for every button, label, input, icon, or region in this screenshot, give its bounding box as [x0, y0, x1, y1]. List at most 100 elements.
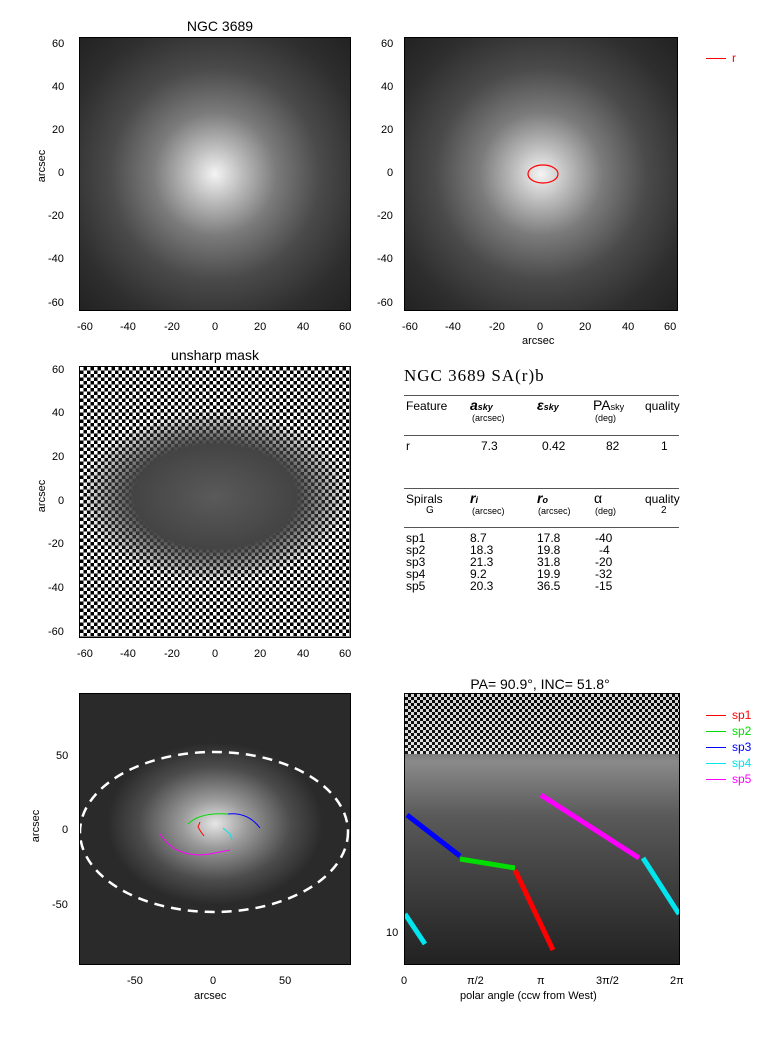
x-axis-label: arcsec — [194, 990, 227, 1002]
x-tick: 40 — [297, 648, 310, 660]
y-tick: 0 — [58, 495, 65, 507]
x-tick: 60 — [339, 321, 352, 333]
col-ri: ri — [470, 490, 478, 506]
x-tick: 60 — [664, 321, 677, 333]
y-tick: 20 — [52, 451, 65, 463]
y-axis-label: arcsec — [30, 809, 43, 843]
sp5-line — [539, 792, 641, 861]
table-heading: NGC 3689 SA(r)b — [404, 366, 545, 385]
cell-alpha: -15 — [595, 579, 613, 593]
x-tick: -40 — [120, 648, 136, 660]
cell-ri: 18.3 — [470, 543, 494, 557]
legend-line-r — [706, 58, 726, 59]
col-a-sub: sky — [477, 402, 493, 412]
col-quality: quality — [645, 399, 680, 413]
cell-name: sp3 — [406, 555, 426, 569]
x-tick: 40 — [622, 321, 635, 333]
divider — [404, 527, 679, 528]
cell-name: sp2 — [406, 543, 426, 557]
legend-label-sp1: sp1 — [732, 708, 752, 722]
y-tick: 40 — [381, 81, 394, 93]
legend-line-sp1 — [706, 715, 726, 716]
col-ro: ro — [537, 490, 548, 506]
col-spirals-g: G — [426, 505, 434, 516]
x-tick: -60 — [77, 648, 93, 660]
cell-a: 7.3 — [481, 439, 498, 453]
col-ri-sub: i — [475, 495, 478, 505]
legend-line-sp2 — [706, 731, 726, 732]
legend-line-sp4 — [706, 763, 726, 764]
galaxy-image-ellipse — [404, 37, 678, 311]
cell-ro: 17.8 — [537, 531, 561, 545]
col-alpha: α — [594, 490, 603, 506]
y-tick: -50 — [52, 899, 68, 911]
galaxy-spiral-overlay — [79, 693, 351, 965]
cell-alpha: -40 — [595, 531, 613, 545]
divider — [404, 435, 679, 436]
col-alpha-unit: (deg) — [595, 506, 617, 516]
divider — [404, 395, 679, 396]
y-tick: 40 — [52, 81, 65, 93]
x-tick: 20 — [254, 648, 267, 660]
col-ro-unit: (arcsec) — [538, 506, 571, 516]
y-tick: 20 — [381, 124, 394, 136]
x-tick: 0 — [401, 975, 408, 987]
x-tick: 60 — [339, 648, 352, 660]
y-tick: 40 — [52, 407, 65, 419]
x-tick: -20 — [164, 321, 180, 333]
x-tick: -20 — [489, 321, 505, 333]
x-tick: -40 — [445, 321, 461, 333]
x-tick: 40 — [297, 321, 310, 333]
sp5-arc — [159, 833, 231, 856]
panel-title-polar: PA= 90.9°, INC= 51.8° — [470, 676, 610, 692]
galaxy-image — [79, 37, 351, 311]
cell-ri: 21.3 — [470, 555, 494, 569]
col-a-unit: (arcsec) — [472, 413, 505, 423]
y-tick: 0 — [387, 167, 394, 179]
legend-label-sp3: sp3 — [732, 740, 752, 754]
sp3-arc — [227, 813, 261, 829]
cell-pa: 82 — [606, 439, 620, 453]
x-tick: 3π/2 — [596, 975, 619, 987]
polar-segments — [405, 792, 679, 952]
cell-name: sp4 — [406, 567, 426, 581]
y-tick: 60 — [381, 38, 394, 50]
cell-ro: 31.8 — [537, 555, 561, 569]
noise-band — [405, 694, 679, 754]
disk-ellipse — [80, 750, 350, 914]
y-tick: -60 — [48, 626, 64, 638]
cell-alpha: -32 — [595, 567, 613, 581]
cell-ri: 20.3 — [470, 579, 494, 593]
sp2-arc — [187, 813, 229, 825]
legend-label-sp2: sp2 — [732, 724, 752, 738]
y-tick: 20 — [52, 124, 65, 136]
y-tick: 10 — [386, 927, 399, 939]
unsharp-mask-image — [79, 366, 351, 638]
y-tick: -20 — [48, 210, 64, 222]
col-pa: PAsky — [593, 397, 625, 413]
panel-title-galaxy: NGC 3689 — [186, 18, 254, 34]
y-tick: -40 — [48, 582, 64, 594]
x-tick: 0 — [537, 321, 544, 333]
cell-ro: 19.8 — [537, 543, 561, 557]
x-tick: 20 — [254, 321, 267, 333]
cell-eps: 0.42 — [542, 439, 566, 453]
x-tick: 2π — [670, 975, 684, 987]
sp4-line-b — [640, 856, 679, 916]
x-tick: 0 — [212, 321, 219, 333]
sp4-line-a — [405, 912, 428, 946]
cell-ro: 19.9 — [537, 567, 561, 581]
col-eps: εsky — [537, 397, 559, 413]
legend-label-sp4: sp4 — [732, 756, 752, 770]
col-eps-sub: sky — [543, 402, 559, 412]
y-tick: 0 — [62, 824, 69, 836]
panel-title-unsharp: unsharp mask — [171, 347, 259, 363]
x-axis-label: arcsec — [522, 335, 555, 347]
sp4-arc — [222, 827, 233, 841]
y-tick: 50 — [56, 750, 69, 762]
col-pa-unit: (deg) — [595, 413, 617, 423]
col-pa-sub: sky — [610, 402, 625, 412]
sp1-arc — [197, 821, 205, 837]
x-tick: -20 — [164, 648, 180, 660]
x-tick: -50 — [127, 975, 143, 987]
